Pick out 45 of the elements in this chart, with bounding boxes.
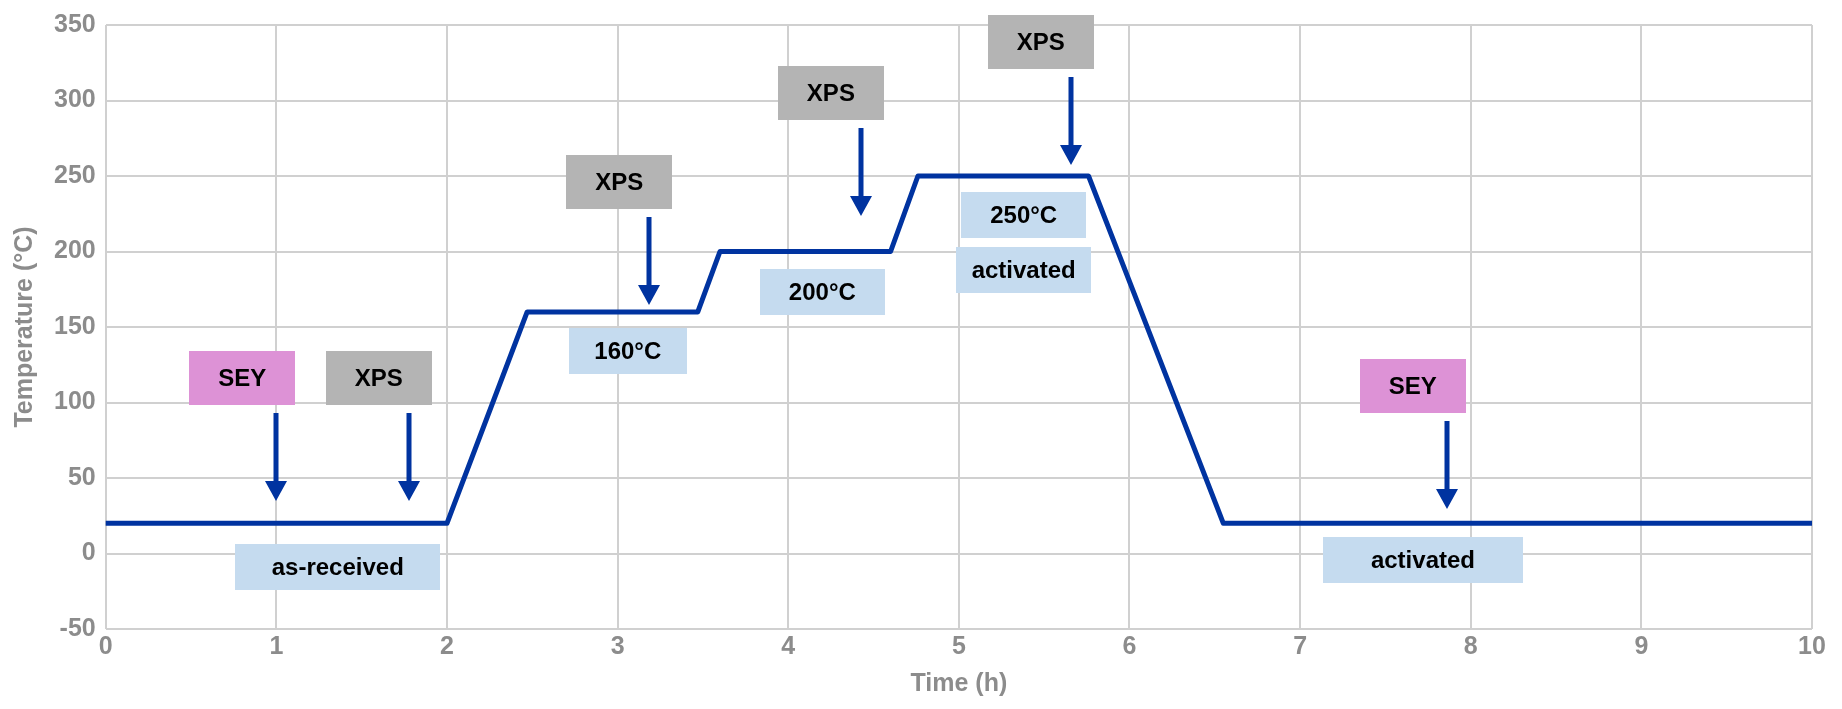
label-box: activated bbox=[1322, 536, 1523, 583]
label-box: 160°C bbox=[568, 328, 687, 375]
annotation: XPS bbox=[806, 78, 855, 107]
label-box: XPS bbox=[987, 14, 1094, 69]
x-tick-label: 7 bbox=[1293, 630, 1308, 659]
annotation: 160°C bbox=[594, 337, 662, 366]
label-box: activated bbox=[956, 246, 1092, 293]
y-tick-label: 250 bbox=[53, 159, 96, 188]
x-tick-label: 8 bbox=[1463, 630, 1478, 659]
annotation: XPS bbox=[354, 364, 403, 393]
x-tick-label: 4 bbox=[781, 630, 796, 659]
x-tick-label: 9 bbox=[1634, 630, 1649, 659]
annotation: 250°C bbox=[990, 201, 1058, 230]
y-tick-label: 300 bbox=[53, 84, 96, 113]
y-tick-label: 350 bbox=[53, 8, 96, 37]
annotation: activated bbox=[971, 255, 1076, 284]
x-tick-label: 10 bbox=[1798, 630, 1826, 659]
y-tick-label: 100 bbox=[53, 386, 96, 415]
label-box: XPS bbox=[325, 351, 432, 406]
annotation: XPS bbox=[595, 168, 644, 197]
label-box: as-received bbox=[235, 544, 441, 591]
y-tick-label: -50 bbox=[59, 612, 96, 641]
annotation: 200°C bbox=[788, 278, 856, 307]
label-box: XPS bbox=[566, 155, 673, 210]
x-tick-label: 3 bbox=[610, 630, 625, 659]
label-box: SEY bbox=[1359, 358, 1466, 413]
x-axis-title: Time (h) bbox=[910, 667, 1008, 696]
annotation: SEY bbox=[218, 364, 267, 393]
annotation: activated bbox=[1370, 545, 1475, 574]
x-tick-label: 6 bbox=[1122, 630, 1137, 659]
y-tick-label: 50 bbox=[67, 461, 96, 490]
x-tick-label: 5 bbox=[951, 630, 966, 659]
label-box: 200°C bbox=[759, 269, 885, 316]
annotation: as-received bbox=[271, 553, 404, 582]
y-tick-label: 0 bbox=[81, 537, 96, 566]
x-tick-label: 1 bbox=[269, 630, 284, 659]
y-axis-title: Temperature (°C) bbox=[8, 226, 37, 428]
label-box: 250°C bbox=[961, 192, 1087, 239]
label-box: XPS bbox=[777, 65, 884, 120]
annotation: SEY bbox=[1388, 371, 1437, 400]
annotation: XPS bbox=[1016, 27, 1065, 56]
x-tick-label: 2 bbox=[440, 630, 454, 659]
label-box: SEY bbox=[189, 351, 296, 406]
y-tick-label: 200 bbox=[53, 235, 96, 264]
y-tick-label: 150 bbox=[53, 310, 96, 339]
